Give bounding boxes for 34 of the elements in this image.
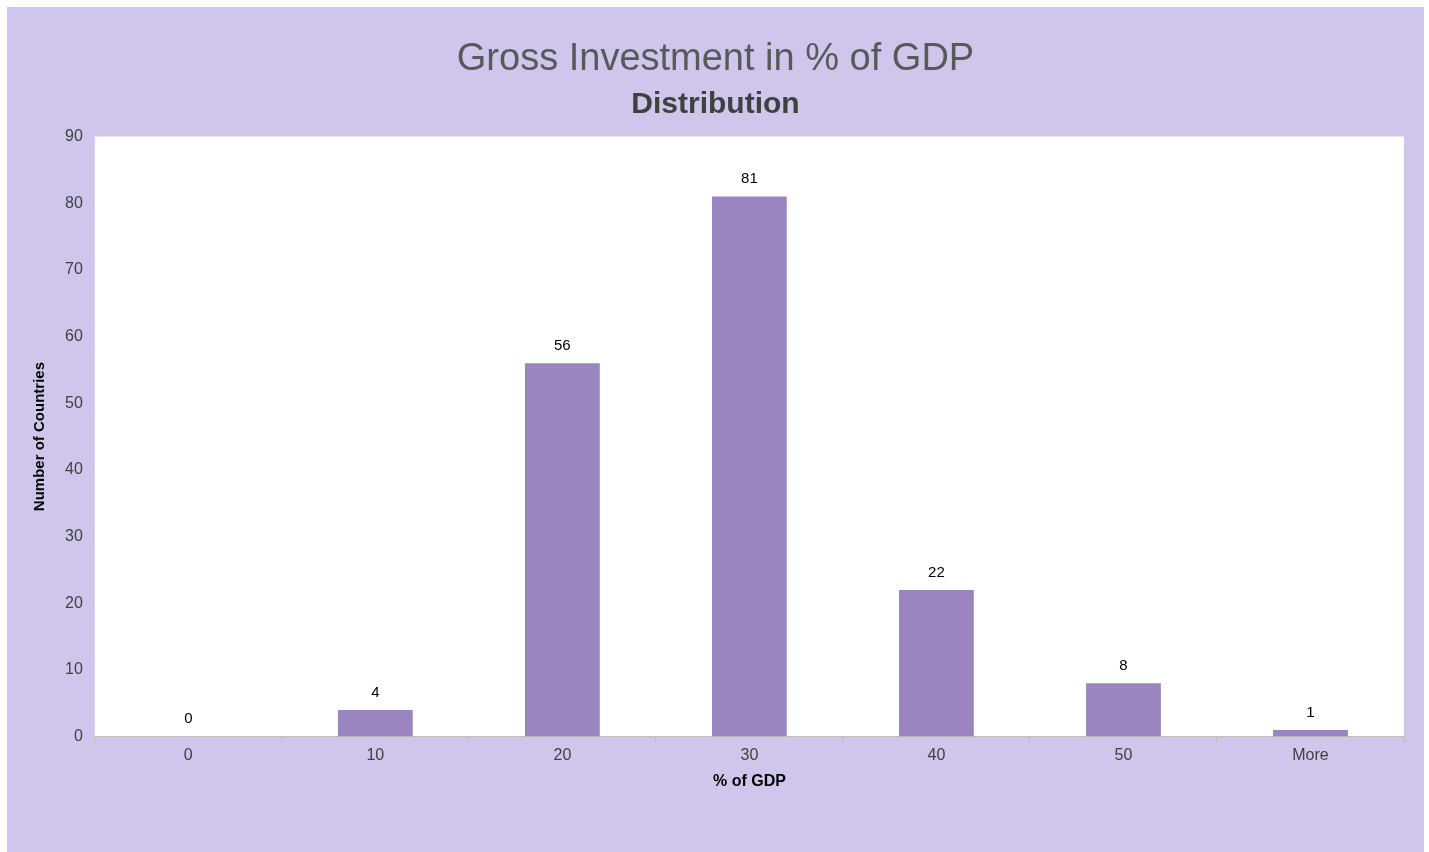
data-label: 4 (371, 682, 380, 700)
y-axis-title: Number of Countries (30, 362, 48, 512)
data-label: 8 (1119, 655, 1128, 673)
y-tick-label: 0 (73, 727, 83, 745)
y-tick-label: 60 (65, 327, 83, 345)
data-label: 0 (184, 709, 193, 727)
bar (711, 196, 787, 737)
y-tick-label: 80 (65, 193, 83, 211)
bar (1273, 729, 1348, 737)
x-tick-label: 50 (1114, 745, 1133, 763)
data-label: 56 (554, 335, 571, 353)
x-tick-label: 0 (183, 745, 193, 763)
x-tick-label: 20 (553, 745, 572, 763)
x-tick-label: 40 (927, 745, 946, 763)
y-tick-label: 40 (65, 460, 83, 478)
chart-title: Gross Investment in % of GDP (456, 36, 975, 79)
chart-subtitle: Distribution (631, 85, 800, 119)
bar (899, 589, 974, 737)
data-label: 22 (928, 562, 945, 580)
y-tick-label: 10 (65, 660, 83, 678)
y-tick-label: 90 (65, 127, 83, 145)
bar (1086, 683, 1161, 737)
x-tick-label: 30 (740, 745, 759, 763)
data-label: 81 (741, 169, 758, 187)
y-tick-label: 70 (65, 260, 83, 278)
bar (524, 363, 600, 737)
y-tick-label: 50 (65, 393, 83, 411)
data-label: 1 (1306, 702, 1315, 720)
x-tick-label: More (1292, 745, 1329, 763)
bar (337, 709, 413, 737)
x-axis-title: % of GDP (712, 771, 787, 789)
x-tick-label: 10 (366, 745, 385, 763)
y-tick-label: 20 (65, 593, 83, 611)
y-tick-label: 30 (65, 527, 83, 545)
